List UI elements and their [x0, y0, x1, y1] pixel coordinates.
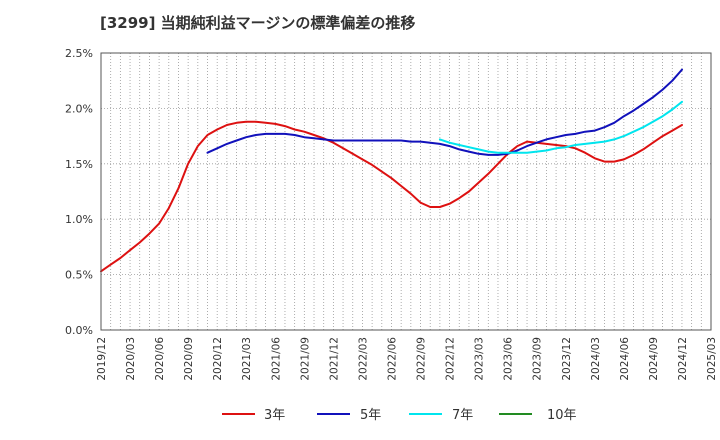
x-tick-label: 2023/03: [474, 337, 486, 381]
legend-label: 5年: [360, 408, 381, 423]
y-tick-label: 1.0%: [65, 213, 93, 226]
plot-area-border: [100, 52, 712, 331]
x-tick-label: 2020/12: [212, 337, 224, 381]
x-tick-label: 2020/06: [154, 337, 166, 381]
x-tick-label: 2024/06: [619, 337, 631, 381]
x-tick-label: 2022/03: [357, 337, 369, 381]
y-tick-label: 1.5%: [65, 158, 93, 171]
y-tick-label: 0.5%: [65, 269, 93, 282]
x-tick-label: 2024/12: [677, 337, 689, 381]
series-line-3年: [100, 120, 683, 273]
x-tick-label: 2020/09: [183, 337, 195, 381]
x-tick-label: 2024/03: [590, 337, 602, 381]
x-tick-label: 2020/03: [125, 337, 137, 381]
y-axis: 0.0% 0.5% 1.0% 1.5% 2.0% 2.5%: [65, 47, 93, 337]
legend: 3年 5年 7年 10年: [222, 408, 577, 423]
x-tick-label: 2022/06: [386, 337, 398, 381]
plot-area-background: [101, 53, 711, 330]
legend-label: 10年: [547, 408, 577, 423]
legend-label: 7年: [452, 408, 473, 423]
x-tick-label: 2021/09: [299, 337, 311, 381]
legend-label: 3年: [264, 408, 285, 423]
x-tick-label: 2023/09: [532, 337, 544, 381]
x-tick-label: 2021/03: [241, 337, 253, 381]
x-tick-label: 2019/12: [96, 337, 108, 381]
x-tick-label: 2024/09: [648, 337, 660, 381]
x-tick-label: 2023/06: [503, 337, 515, 381]
chart-title: [3299] 当期純利益マージンの標準偏差の推移: [100, 14, 416, 32]
series-line-5年: [206, 68, 683, 156]
grid-lines: [101, 52, 711, 331]
y-tick-label: 2.0%: [65, 102, 93, 115]
y-tick-label: 2.5%: [65, 47, 93, 60]
series-lines: [100, 68, 683, 273]
x-tick-label: 2023/12: [561, 337, 573, 381]
x-tick-label: 2021/12: [328, 337, 340, 381]
x-tick-label: 2021/06: [270, 337, 282, 381]
y-tick-label: 0.0%: [65, 324, 93, 337]
series-line-7年: [438, 100, 683, 154]
x-tick-label: 2022/09: [416, 337, 428, 381]
x-tick-label: 2022/12: [445, 337, 457, 381]
x-axis: 2019/12 2020/03 2020/06 2020/09 2020/12 2021/…: [96, 337, 718, 381]
x-tick-label: 2025/03: [706, 337, 718, 381]
